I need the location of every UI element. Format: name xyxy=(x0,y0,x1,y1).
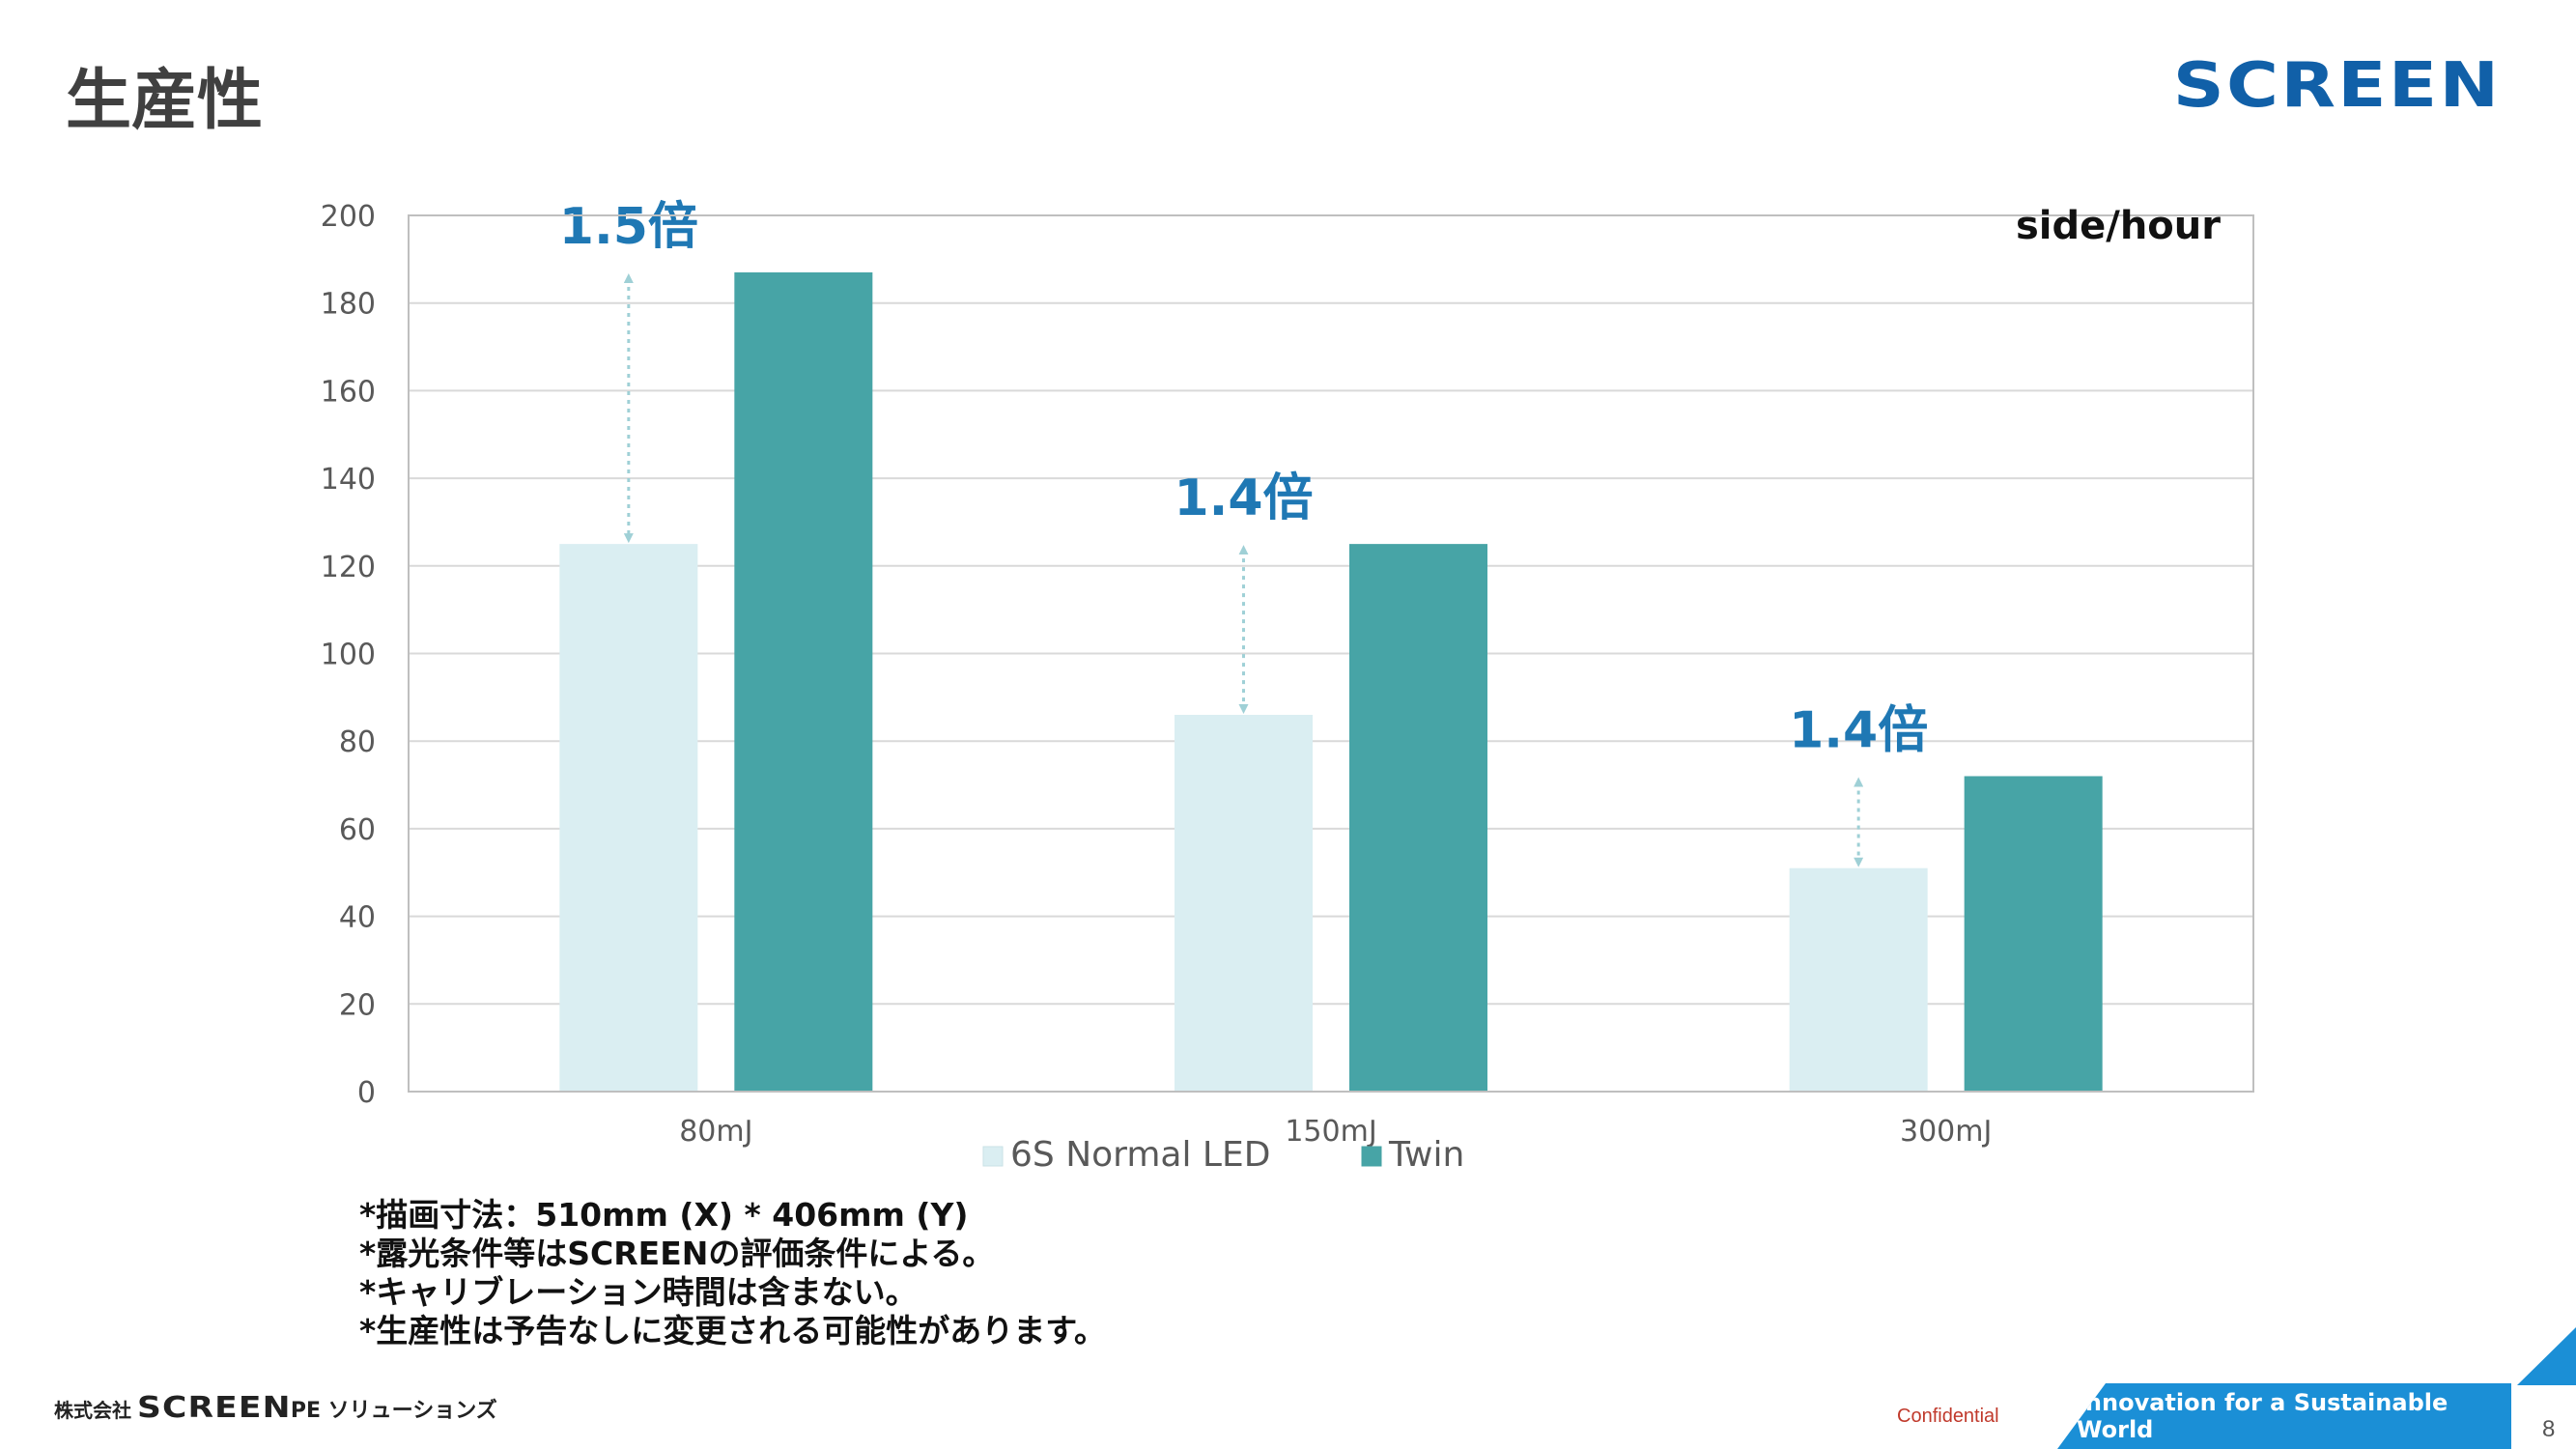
bar-normal-led xyxy=(559,544,698,1092)
ratio-label: 1.4倍 xyxy=(1174,469,1313,527)
y-tick-label: 0 xyxy=(357,1076,376,1110)
legend-swatch-twin xyxy=(1361,1146,1382,1167)
y-tick-label: 160 xyxy=(321,375,376,409)
legend-label-normal-led: 6S Normal LED xyxy=(1010,1135,1270,1175)
plot-frame xyxy=(408,214,2254,1093)
bar-normal-led xyxy=(1789,867,1928,1092)
bar-normal-led xyxy=(1175,714,1313,1092)
legend-swatch-normal-led xyxy=(982,1146,1004,1167)
screen-logo: SCREEN xyxy=(2172,50,2501,122)
y-tick-label: 100 xyxy=(321,639,376,672)
footer-brand: SCREEN xyxy=(137,1391,292,1425)
y-tick-label: 20 xyxy=(339,988,376,1022)
bar-twin xyxy=(1964,776,2103,1092)
x-tick-label: 80mJ xyxy=(679,1115,752,1149)
ratio-label: 1.5倍 xyxy=(559,198,698,256)
footnote-line: *生産性は予告なしに変更される可能性があります。 xyxy=(359,1312,1106,1350)
y-tick-label: 40 xyxy=(339,901,376,935)
x-tick-label: 150mJ xyxy=(1285,1115,1376,1149)
bar-twin xyxy=(734,271,873,1093)
unit-label: side/hour xyxy=(2016,204,2221,248)
y-tick-label: 60 xyxy=(339,813,376,847)
footnote-line: *露光条件等はSCREENの評価条件による。 xyxy=(359,1235,995,1272)
page-number: 8 xyxy=(2542,1416,2556,1442)
footer-division: PE ソリューションズ xyxy=(290,1399,497,1423)
tagline-text: Innovation for a Sustainable World xyxy=(2077,1389,2449,1443)
footnote-line: *描画寸法：510mm (X) * 406mm (Y) xyxy=(359,1196,969,1234)
slide-title: 生産性 xyxy=(66,63,264,139)
y-tick-label: 120 xyxy=(321,551,376,584)
y-tick-label: 80 xyxy=(339,725,376,759)
confidential-label: Confidential xyxy=(1897,1406,1999,1427)
x-tick-label: 300mJ xyxy=(1900,1115,1992,1149)
tagline-banner: Innovation for a Sustainable World xyxy=(2057,1383,2511,1449)
legend-label-twin: Twin xyxy=(1388,1135,1464,1175)
footnotes: *描画寸法：510mm (X) * 406mm (Y) *露光条件等はSCREE… xyxy=(359,1196,1106,1350)
y-tick-label: 180 xyxy=(321,288,376,322)
bar-twin xyxy=(1349,544,1487,1092)
ratio-label: 1.4倍 xyxy=(1789,701,1928,759)
corner-triangle-decoration xyxy=(2517,1327,2576,1385)
y-tick-label: 140 xyxy=(321,463,376,497)
y-tick-label: 200 xyxy=(321,200,376,234)
footer-company-logo: 株式会社 SCREEN PE ソリューションズ xyxy=(54,1391,497,1425)
footer-corp-prefix: 株式会社 xyxy=(54,1399,131,1422)
footnote-line: *キャリブレーション時間は含まない。 xyxy=(359,1273,918,1311)
productivity-chart: 1.5倍 1.4倍 1.4倍 0 20 40 60 80 100 120 140 160 180 200… xyxy=(321,198,2254,1175)
